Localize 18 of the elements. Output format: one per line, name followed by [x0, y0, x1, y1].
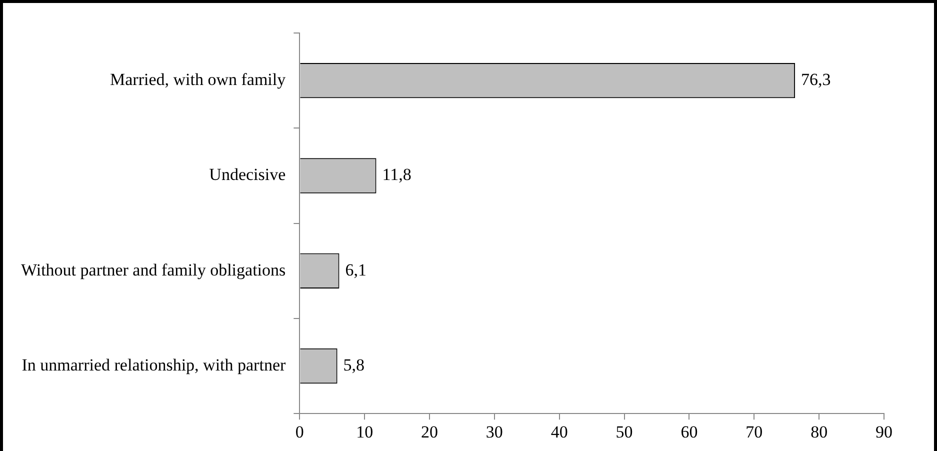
- x-tick-label: 40: [550, 422, 568, 442]
- x-tick-label: 70: [746, 422, 763, 442]
- y-tick-label: Undecisive: [209, 165, 286, 184]
- y-tick-label: Without partner and family obligations: [20, 260, 286, 280]
- y-tick-label: Married, with own family: [110, 70, 286, 90]
- data-label: 11,8: [382, 165, 412, 184]
- x-tick-label: 0: [295, 422, 304, 442]
- data-label: 76,3: [801, 70, 831, 90]
- data-label: 6,1: [345, 260, 366, 280]
- x-tick-label: 20: [421, 422, 438, 442]
- x-tick-label: 60: [680, 422, 698, 442]
- x-tick-label: 10: [356, 422, 374, 442]
- x-tick-label: 90: [876, 422, 892, 442]
- x-tick-label: 30: [486, 422, 503, 442]
- x-tick-label: 50: [616, 422, 633, 442]
- x-tick-label: 80: [810, 422, 828, 442]
- data-label: 5,8: [343, 355, 365, 374]
- y-tick-label: In unmarried relationship, with partner: [22, 355, 286, 374]
